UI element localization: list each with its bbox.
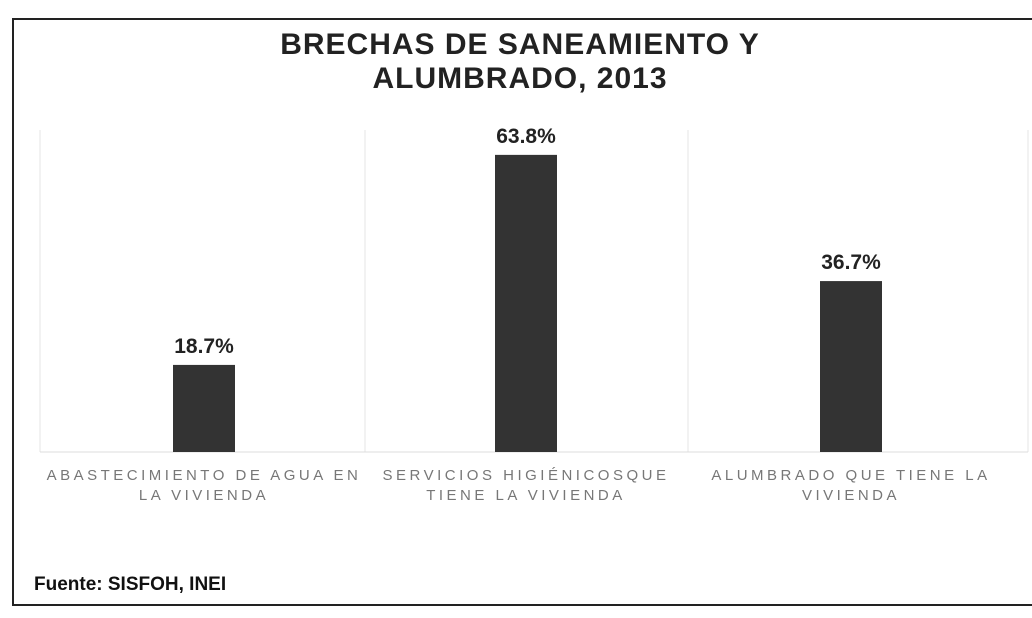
x-tick-label: ALUMBRADO QUE TIENE LA VIVIENDA xyxy=(711,467,991,504)
chart-title: BRECHAS DE SANEAMIENTO Y ALUMBRADO, 2013 xyxy=(280,28,760,95)
frame xyxy=(12,18,1032,606)
source: Fuente: SISFOH, INEI xyxy=(34,574,227,595)
bar xyxy=(820,281,882,452)
x-tick-label: SERVICIOS HIGIÉNICOSQUE TIENE LA VIVIEND… xyxy=(382,467,670,504)
bar xyxy=(173,364,235,452)
bar xyxy=(495,154,557,453)
value-label: 63.8% xyxy=(496,125,556,148)
value-label: 18.7% xyxy=(174,335,234,358)
x-tick-label: ABASTECIMIENTO DE AGUA EN LA VIVIENDA xyxy=(46,467,362,504)
value-label: 36.7% xyxy=(821,251,881,274)
